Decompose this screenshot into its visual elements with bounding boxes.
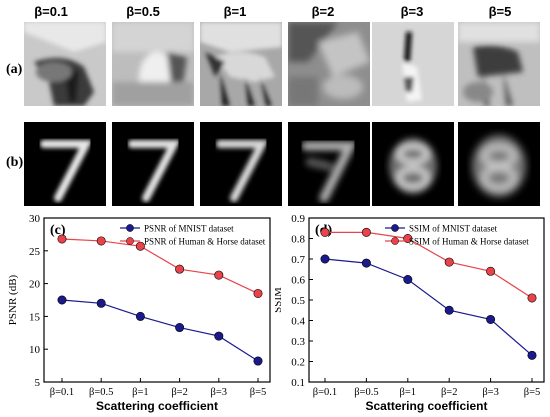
- legend-swatch-marker-1: [391, 237, 399, 245]
- legend-label-0: PSNR of MNIST dataset: [144, 224, 234, 234]
- data-point-series-0-3: [444, 305, 454, 315]
- y-tick-label: 0.8: [291, 234, 305, 246]
- y-tick-label: 0.3: [291, 336, 305, 348]
- data-point-series-0-1: [96, 298, 106, 308]
- data-point-series-1-5: [527, 293, 537, 303]
- beta-label-0: β=0.1: [34, 4, 68, 19]
- y-tick-label: 30: [29, 213, 41, 225]
- x-tick-label: β=0.5: [89, 387, 113, 398]
- y-tick-label: 5: [35, 377, 41, 389]
- series-line-1: [61, 238, 259, 294]
- reconstruction-digit-beta-5: [458, 122, 540, 206]
- beta-label-4: β=3: [400, 4, 424, 19]
- reconstruction-digit-beta-2: [288, 122, 370, 206]
- data-point-series-1-5: [253, 288, 263, 298]
- legend-label-1: SSIM of Human & Horse dataset: [409, 237, 529, 247]
- x-tick-label: β=3: [482, 387, 499, 398]
- reconstruction-digit-beta-1: [200, 122, 282, 206]
- data-point-series-1-0: [320, 227, 330, 237]
- data-point-series-0-3: [175, 323, 185, 333]
- series-line-0: [61, 299, 259, 362]
- data-point-series-1-3: [444, 257, 454, 267]
- reconstruction-horse-beta-2: [288, 22, 370, 106]
- x-tick-label: β=1: [132, 387, 149, 398]
- data-point-series-0-2: [403, 275, 413, 285]
- x-tick-label: β=1: [400, 387, 417, 398]
- x-tick-label: β=0.5: [354, 387, 378, 398]
- data-point-series-1-4: [214, 270, 224, 280]
- x-tick-label: β=0.1: [50, 387, 74, 398]
- data-point-series-0-4: [214, 331, 224, 341]
- x-axis-label: Scattering coefficient: [365, 399, 487, 413]
- beta-label-5: β=5: [488, 4, 512, 19]
- data-point-series-1-0: [57, 234, 67, 244]
- series-line-1: [325, 231, 533, 299]
- data-point-series-0-0: [57, 295, 67, 305]
- reconstruction-horse-beta-5: [458, 22, 540, 106]
- data-point-series-1-4: [486, 266, 496, 276]
- data-point-series-0-2: [135, 311, 145, 321]
- data-point-series-1-2: [403, 233, 413, 243]
- x-tick-label: β=5: [524, 387, 541, 398]
- x-axis-label: Scattering coefficient: [96, 399, 218, 413]
- reconstruction-digit-beta-0.5: [112, 122, 194, 206]
- y-tick-label: 0.6: [291, 275, 305, 287]
- y-tick-label: 10: [29, 344, 41, 356]
- row-label-a: (a): [6, 62, 23, 77]
- y-axis-label: SSIM: [275, 287, 284, 313]
- row-label-b: (b): [6, 155, 24, 170]
- reconstruction-digit-beta-3: [372, 122, 454, 206]
- beta-label-1: β=0.5: [126, 4, 160, 19]
- data-point-series-1-1: [96, 236, 106, 246]
- legend-label-0: SSIM of MNIST dataset: [409, 224, 498, 234]
- data-point-series-1-3: [175, 264, 185, 274]
- legend-swatch-marker-0: [126, 224, 134, 232]
- x-tick-label: β=3: [211, 387, 228, 398]
- x-tick-label: β=2: [171, 387, 188, 398]
- y-tick-label: 0.4: [291, 316, 305, 328]
- y-tick-label: 0.7: [291, 254, 305, 266]
- data-point-series-0-4: [486, 314, 496, 324]
- x-tick-label: β=5: [250, 387, 267, 398]
- series-line-0: [324, 258, 533, 356]
- y-tick-label: 0.1: [291, 377, 305, 389]
- y-tick-label: 25: [29, 246, 41, 258]
- legend-swatch-marker-0: [391, 224, 399, 232]
- x-tick-label: β=2: [441, 387, 458, 398]
- data-point-series-0-5: [527, 350, 537, 360]
- x-tick-label: β=0.1: [313, 387, 337, 398]
- reconstruction-horse-beta-0.1: [24, 22, 106, 106]
- psnr-chart: 5 10 15 20 25 30 β=0.1 β=0.5 β=1 β=2 β=3 β=5 Scatter…: [7, 213, 271, 413]
- y-tick-label: 0.9: [291, 213, 305, 225]
- plot-frame: [43, 217, 271, 383]
- reconstruction-human-beta-0.5: [112, 22, 194, 106]
- data-point-series-0-1: [361, 258, 371, 268]
- data-point-series-0-0: [320, 254, 330, 264]
- data-point-series-1-1: [361, 227, 371, 237]
- ssim-chart: 0.1 0.2 0.3 0.4 0.5 0.6 0.7 0.8 0.9 β=0.1 β=0.5 β=1…: [275, 213, 545, 413]
- data-point-series-1-2: [135, 241, 145, 251]
- y-axis-label: PSNR (dB): [7, 274, 19, 325]
- y-tick-label: 20: [29, 279, 41, 291]
- y-tick-label: 15: [29, 311, 41, 323]
- y-tick-label: 0.5: [291, 295, 305, 307]
- legend-label-1: PSNR of Human & Horse dataset: [144, 237, 266, 247]
- y-tick-label: 0.2: [291, 357, 305, 369]
- beta-label-3: β=2: [311, 4, 335, 19]
- reconstruction-horse-beta-1: [200, 22, 282, 106]
- reconstruction-human-beta-3: [372, 22, 454, 106]
- panel-label: (c): [50, 223, 66, 238]
- reconstruction-digit-beta-0.1: [24, 122, 106, 206]
- beta-label-2: β=1: [223, 4, 247, 19]
- data-point-series-0-5: [253, 356, 263, 366]
- legend-swatch-marker-1: [126, 237, 134, 245]
